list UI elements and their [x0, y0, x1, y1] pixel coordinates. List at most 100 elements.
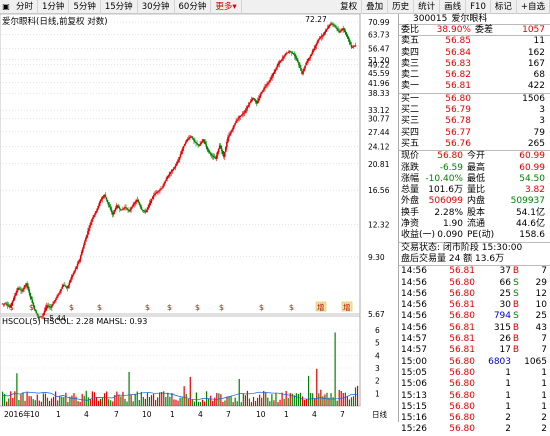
more-button[interactable]: 更多▾ — [211, 0, 242, 14]
candle-body — [339, 31, 341, 33]
candle-body — [73, 270, 76, 273]
candle-body — [31, 299, 34, 303]
candle-body — [300, 67, 302, 71]
volume-bar — [110, 400, 112, 406]
kline-chart[interactable]: 70.99 63.73 56.47 51.2049.2245.5941.9638.33… — [0, 14, 398, 422]
candle-body — [297, 60, 299, 63]
volume-bar — [130, 394, 132, 406]
volume-bar — [328, 397, 330, 406]
candle-body — [238, 117, 241, 119]
candle-body — [349, 41, 352, 45]
volume-bar — [240, 402, 242, 406]
candle-body — [27, 286, 29, 290]
candle-body — [128, 210, 130, 212]
volume-bar — [142, 396, 144, 406]
volume-bar — [305, 398, 308, 406]
candle-body — [335, 26, 337, 28]
volume-bar — [24, 400, 26, 406]
tick-row-8: 15:00 56.80 6803 1065 — [399, 357, 550, 368]
tick-side — [511, 402, 521, 413]
candle-body — [34, 309, 37, 312]
candle-body — [97, 205, 99, 209]
candle-body — [120, 209, 122, 211]
volume-bar — [218, 393, 220, 406]
candle-body — [111, 212, 114, 215]
volume-bar — [122, 391, 124, 406]
tick-side: B — [512, 345, 520, 356]
menu-icon[interactable]: ▣ — [2, 2, 10, 11]
volume-bar — [308, 375, 310, 406]
period-tab-2[interactable]: 5分钟 — [69, 0, 101, 14]
ask-row-2-label: 卖三 — [401, 58, 420, 69]
candle-body — [151, 196, 154, 199]
tick-volume: 1 — [505, 401, 511, 412]
volume-bar — [69, 396, 71, 406]
tool-tab-4[interactable]: 画线 — [440, 0, 467, 14]
bid-row-3-volume: 79 — [533, 127, 545, 138]
quote-stats: 现价 56.80 今开 60.99 涨跌 -6.59 最高 60.99 涨幅 -10.40% 最低 5… — [399, 150, 550, 241]
period-tab-1[interactable]: 1分钟 — [38, 0, 70, 14]
candle-body — [333, 24, 335, 26]
volume-bar — [106, 391, 108, 406]
volume-bar — [10, 391, 12, 406]
candle-body — [2, 303, 5, 305]
candle-body — [28, 289, 31, 293]
candle-body — [337, 29, 339, 31]
bid-row-2-price: 56.78 — [445, 116, 471, 127]
period-tab-0[interactable]: 分时 — [12, 0, 39, 14]
ask-book: 卖五 56.85 11 卖四 56.84 162 卖三 56.83 167 卖二 56.82 68 卖一… — [399, 36, 550, 92]
tick-row-2: 14:56 56.80 25 S 12 — [399, 289, 550, 300]
candle-body — [235, 120, 237, 123]
quote-row-3: 总量 101.6万 量比 3.82 — [399, 185, 550, 196]
price-axis-label: 20.81 — [368, 160, 390, 169]
candle-body — [226, 141, 228, 148]
candle-body — [306, 61, 308, 63]
tick-time: 15:15 — [401, 401, 427, 412]
candle-body — [115, 205, 118, 208]
candle-body — [196, 143, 198, 145]
tick-time: 15:05 — [401, 367, 427, 378]
tool-tab-7[interactable]: +自选 — [517, 0, 550, 14]
candle-body — [317, 39, 320, 42]
tool-tab-0[interactable]: 复权 — [336, 0, 363, 14]
volume-bar — [236, 401, 238, 406]
tick-row-12: 15:15 56.80 1 1 — [399, 402, 550, 413]
period-tab-3[interactable]: 15分钟 — [101, 0, 138, 14]
period-tab-5[interactable]: 60分钟 — [175, 0, 212, 14]
tool-tab-1[interactable]: 叠加 — [362, 0, 389, 14]
candle-body — [74, 268, 77, 271]
candle-body — [200, 142, 202, 145]
sub-axis-label: 5 — [375, 339, 380, 348]
tick-row-4: 14:56 56.80 794 S 25 — [399, 311, 550, 322]
candle-body — [131, 206, 133, 208]
volume-bar — [173, 399, 175, 406]
tick-volume: 66 — [499, 277, 511, 288]
period-tab-4[interactable]: 30分钟 — [138, 0, 175, 14]
candle-body — [256, 100, 259, 104]
tool-tab-6[interactable]: 标记 — [491, 0, 517, 14]
tool-tab-2[interactable]: 历史 — [388, 0, 415, 14]
volume-bar — [46, 397, 49, 406]
volume-bar — [59, 396, 61, 406]
price-axis-label: 5.67 — [368, 310, 385, 319]
tool-tab-5[interactable]: F10 — [466, 0, 491, 14]
volume-bar — [324, 394, 326, 406]
candle-body — [38, 316, 41, 318]
tick-count: 7 — [541, 345, 547, 356]
volume-bar — [322, 396, 324, 406]
tick-count: 29 — [535, 277, 547, 288]
volume-bar — [242, 393, 244, 406]
candle-body — [56, 296, 58, 299]
candle-body — [198, 144, 200, 146]
candle-body — [103, 194, 106, 197]
candle-body — [354, 45, 357, 47]
ask-row-3-label: 卖二 — [401, 70, 420, 81]
candle-body — [105, 197, 108, 200]
tick-list[interactable]: 14:56 56.81 37 B 7 14:56 56.80 66 S 29 14:56 56.80 2… — [399, 265, 550, 435]
volume-bar — [144, 398, 146, 406]
volume-bar — [246, 390, 248, 406]
tool-tab-3[interactable]: 统计 — [414, 0, 441, 14]
candle-body — [55, 298, 57, 301]
price-axis-label: 70.99 — [368, 18, 390, 27]
candle-body — [65, 286, 68, 288]
